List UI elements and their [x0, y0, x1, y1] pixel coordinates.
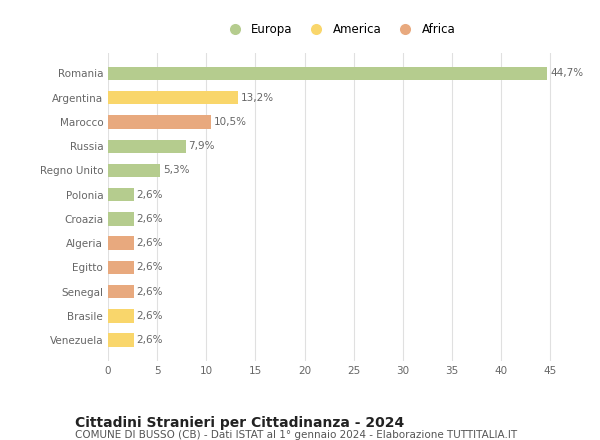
- Text: 10,5%: 10,5%: [214, 117, 247, 127]
- Bar: [108, 115, 211, 128]
- Text: 2,6%: 2,6%: [137, 311, 163, 321]
- Text: 13,2%: 13,2%: [241, 93, 274, 103]
- Text: 2,6%: 2,6%: [137, 286, 163, 297]
- Text: 44,7%: 44,7%: [550, 69, 583, 78]
- Bar: [108, 67, 547, 80]
- Text: 2,6%: 2,6%: [137, 262, 163, 272]
- Bar: [108, 285, 134, 298]
- Bar: [108, 236, 134, 250]
- Legend: Europa, America, Africa: Europa, America, Africa: [218, 18, 460, 41]
- Bar: [108, 91, 238, 104]
- Bar: [108, 334, 134, 347]
- Bar: [108, 309, 134, 323]
- Text: 2,6%: 2,6%: [137, 214, 163, 224]
- Bar: [108, 164, 160, 177]
- Bar: [108, 261, 134, 274]
- Text: 2,6%: 2,6%: [137, 335, 163, 345]
- Text: 2,6%: 2,6%: [137, 190, 163, 200]
- Bar: [108, 139, 185, 153]
- Text: 5,3%: 5,3%: [163, 165, 190, 176]
- Text: Cittadini Stranieri per Cittadinanza - 2024: Cittadini Stranieri per Cittadinanza - 2…: [75, 416, 404, 430]
- Bar: [108, 188, 134, 202]
- Text: 2,6%: 2,6%: [137, 238, 163, 248]
- Text: 7,9%: 7,9%: [188, 141, 215, 151]
- Bar: [108, 212, 134, 226]
- Text: COMUNE DI BUSSO (CB) - Dati ISTAT al 1° gennaio 2024 - Elaborazione TUTTITALIA.I: COMUNE DI BUSSO (CB) - Dati ISTAT al 1° …: [75, 430, 517, 440]
